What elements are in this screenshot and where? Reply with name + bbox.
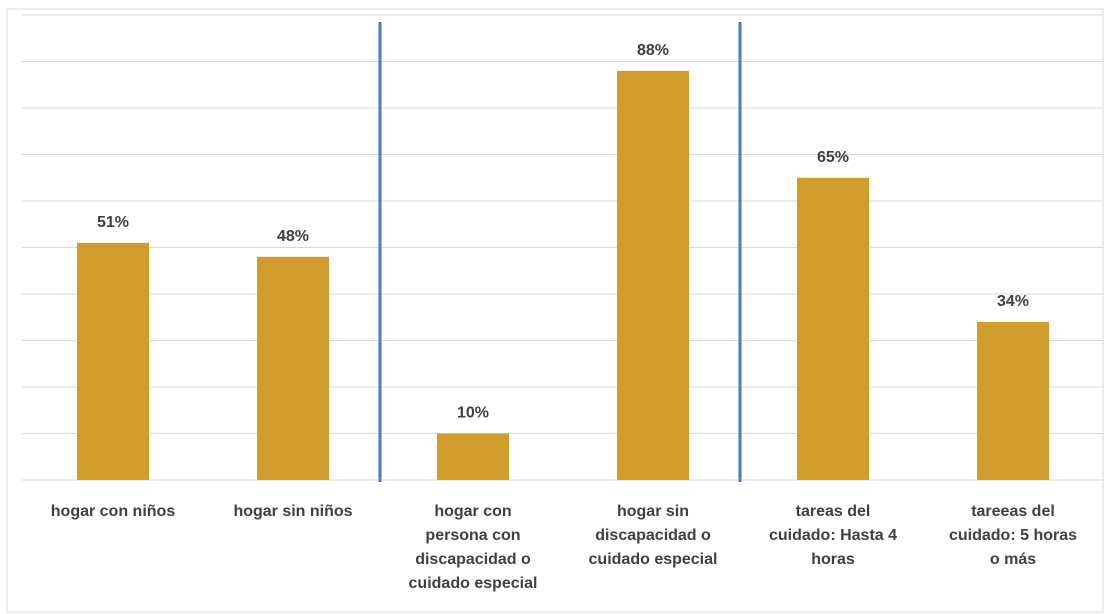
data-label: 10% [457, 405, 489, 422]
category-label: hogar con persona con discapacidad o cuidad… [409, 503, 538, 592]
category-label-line: hogar sin niños [233, 503, 352, 520]
bar [257, 256, 329, 480]
data-labels: 51% 48% 10% 88% 65% 34% [97, 42, 1029, 422]
gridlines [22, 14, 1103, 481]
bar [437, 433, 509, 480]
data-label: 34% [997, 293, 1029, 310]
category-label-line: hogar sin [617, 503, 689, 520]
category-label: hogar sin niños [233, 503, 352, 520]
category-label: tareeas del cuidado: 5 horas o más [949, 503, 1077, 568]
category-label-line: o más [990, 551, 1036, 568]
data-label: 51% [97, 214, 129, 231]
chart-frame [6, 8, 1104, 613]
bar [617, 70, 689, 481]
bar [797, 177, 869, 480]
data-label: 88% [637, 42, 669, 59]
category-label-line: discapacidad o [415, 551, 531, 568]
category-label-line: tareas del [796, 503, 871, 520]
category-label-line: horas [811, 551, 855, 568]
category-label-line: cuidado: Hasta 4 [769, 527, 897, 544]
bar [977, 321, 1049, 480]
category-label-line: cuidado especial [589, 551, 718, 568]
bar [77, 242, 149, 480]
category-label-line: hogar con [434, 503, 511, 520]
category-label-line: hogar con niños [51, 503, 176, 520]
bars [77, 70, 1049, 481]
category-label: hogar con niños [51, 503, 176, 520]
category-label: hogar sin discapacidad o cuidado especial [589, 503, 718, 568]
data-label: 65% [817, 149, 849, 166]
category-label-line: cuidado especial [409, 575, 538, 592]
category-label-line: discapacidad o [595, 527, 711, 544]
category-label-line: tareeas del [971, 503, 1055, 520]
category-label-line: cuidado: 5 horas [949, 527, 1077, 544]
group-separators [378, 22, 742, 482]
category-label: tareas del cuidado: Hasta 4 horas [769, 503, 897, 568]
data-label: 48% [277, 228, 309, 245]
category-label-line: persona con [425, 527, 520, 544]
category-labels: hogar con niños hogar sin niños hogar con p… [51, 503, 1077, 592]
